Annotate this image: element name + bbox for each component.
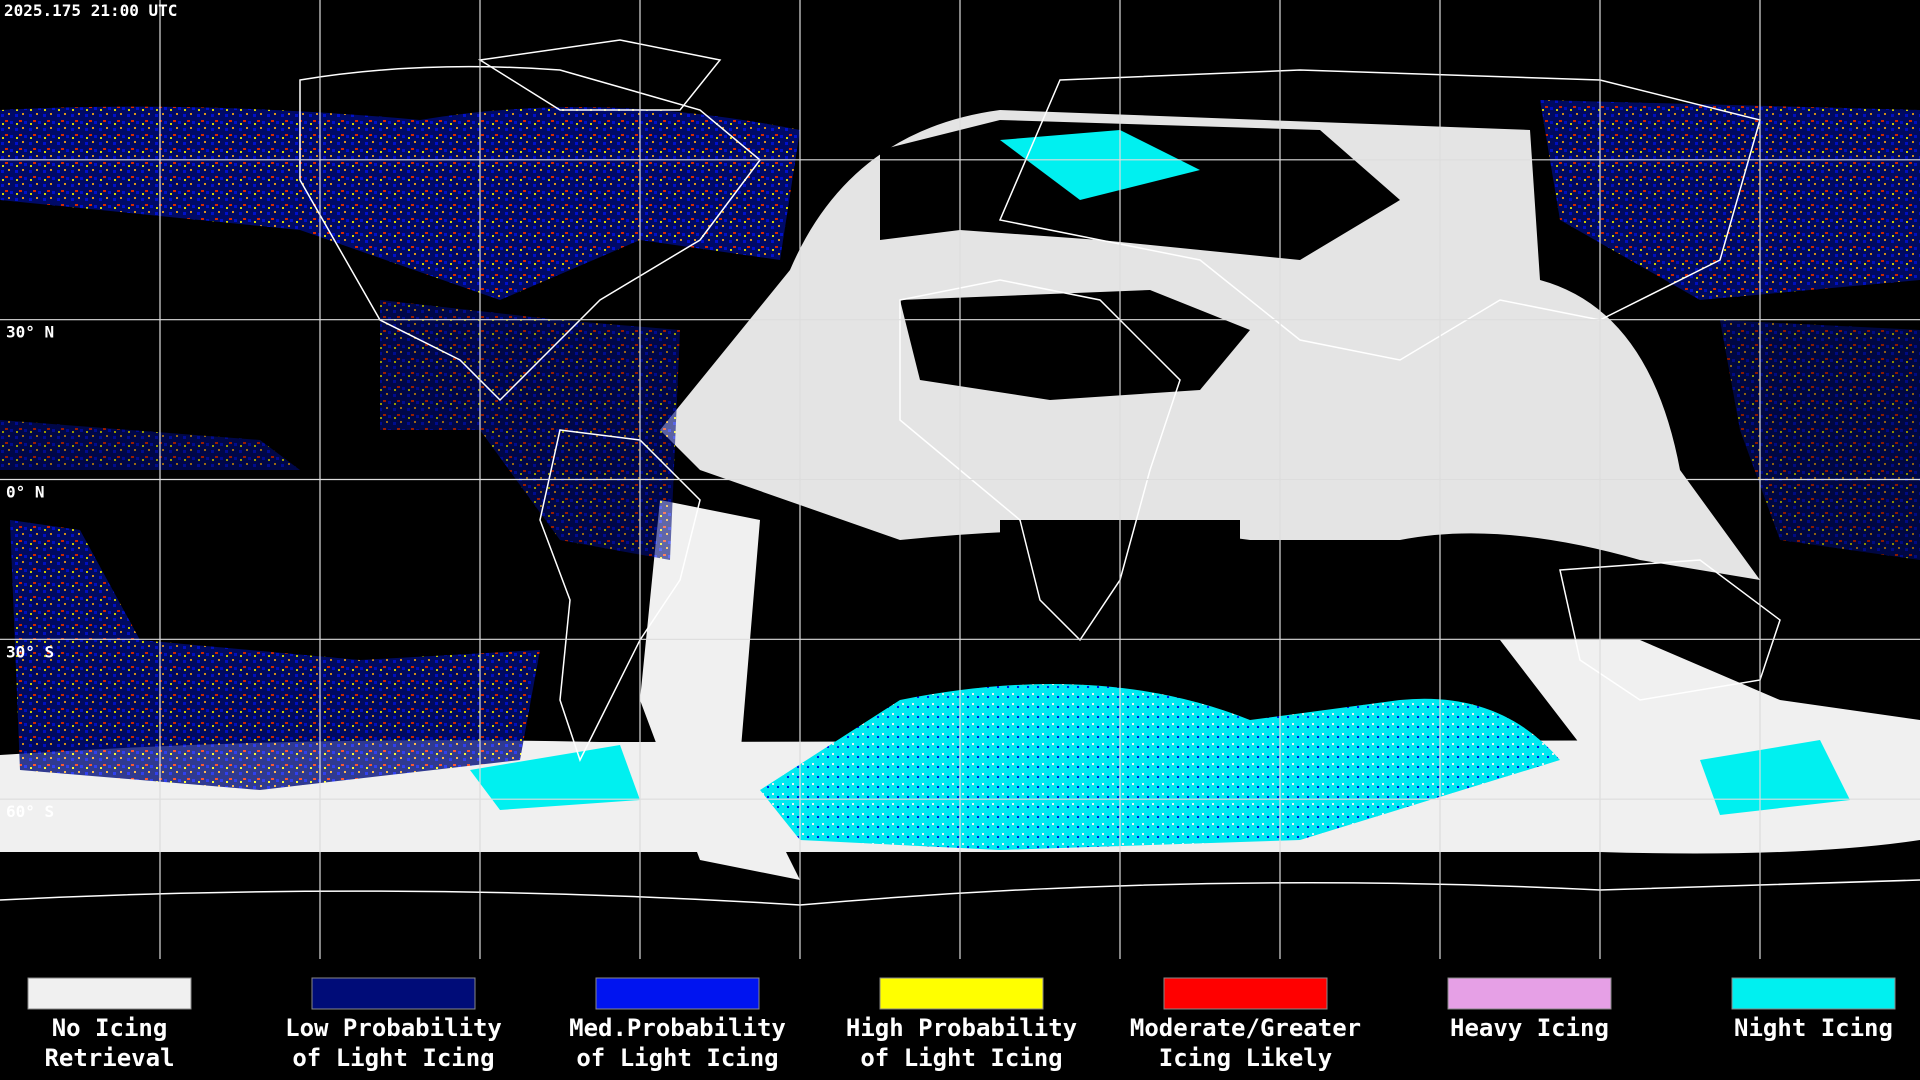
latitude-label: 60° S (6, 802, 54, 821)
latitude-label: 0° N (6, 483, 45, 502)
graticule (0, 0, 1920, 959)
latitude-label: 30° N (6, 323, 54, 342)
cloud-field (0, 100, 1920, 880)
legend-label: of Light Icing (860, 1044, 1062, 1072)
legend-label: High Probability (846, 1014, 1077, 1042)
legend-label: Heavy Icing (1450, 1014, 1609, 1042)
legend-swatch (1163, 977, 1328, 1010)
legend-label: Retrieval (44, 1044, 174, 1072)
legend-swatch (1447, 977, 1612, 1010)
legend-swatch (1731, 977, 1896, 1010)
legend-swatch (27, 977, 192, 1010)
legend-label: of Light Icing (292, 1044, 494, 1072)
latitude-label: 30° S (6, 642, 54, 661)
legend-label: Low Probability (285, 1014, 502, 1042)
legend-label: Icing Likely (1159, 1044, 1332, 1072)
legend-swatch (879, 977, 1044, 1010)
legend-label: of Light Icing (576, 1044, 778, 1072)
legend-swatch (595, 977, 760, 1010)
timestamp: 2025.175 21:00 UTC (4, 1, 177, 20)
legend-label: No Icing (52, 1014, 168, 1042)
legend-swatch (311, 977, 476, 1010)
legend-label: Night Icing (1734, 1014, 1893, 1042)
latitude-labels: 30° N 0° N 30° S 60° S (6, 323, 54, 822)
legend-label: Med.Probability (569, 1014, 786, 1042)
legend-label: Moderate/Greater (1130, 1014, 1361, 1042)
